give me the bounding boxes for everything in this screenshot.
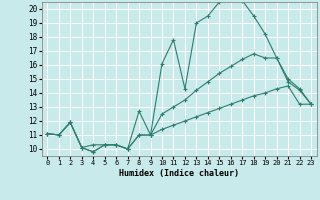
X-axis label: Humidex (Indice chaleur): Humidex (Indice chaleur) — [119, 169, 239, 178]
